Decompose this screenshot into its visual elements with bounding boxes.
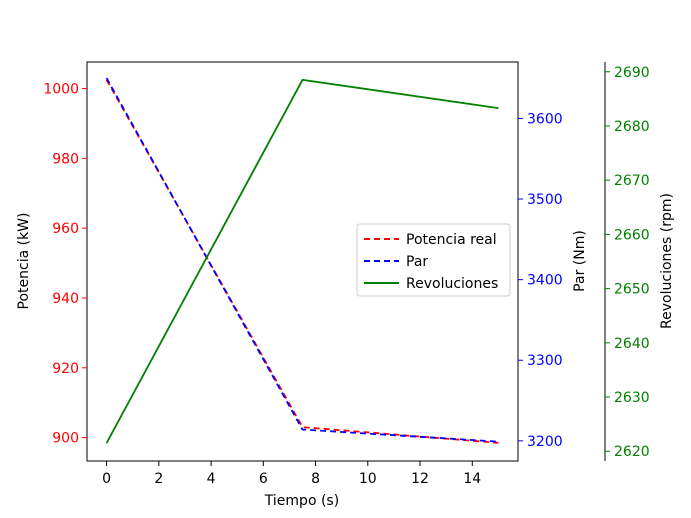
x-tick-label: 6 bbox=[259, 471, 268, 487]
right2-axis-tick-label: 2650 bbox=[614, 282, 650, 298]
x-axis-label: Tiempo (s) bbox=[264, 493, 339, 509]
left-axis-tick-label: 960 bbox=[52, 221, 79, 237]
right1-axis-tick-label: 3600 bbox=[527, 111, 563, 127]
axes-layer: 0 2 4 6 8 10 12 14 900 920 940 960 980 1000 3200 3300 34… bbox=[43, 62, 650, 487]
right1-axis-tick-label: 3200 bbox=[527, 434, 563, 450]
x-tick-label: 8 bbox=[311, 471, 320, 487]
x-tick-label: 14 bbox=[463, 471, 481, 487]
right2-axis-tick-label: 2630 bbox=[614, 390, 650, 406]
x-tick-label: 12 bbox=[411, 471, 429, 487]
left-axis-tick-label: 980 bbox=[52, 151, 79, 167]
left-axis-tick-label: 940 bbox=[52, 291, 79, 307]
right2-axis-tick-label: 2620 bbox=[614, 444, 650, 460]
right2-axis-tick-label: 2680 bbox=[614, 119, 650, 135]
right1-axis-tick-label: 3300 bbox=[527, 353, 563, 369]
left-axis-label: Potencia (kW) bbox=[16, 213, 32, 310]
x-tick-label: 4 bbox=[207, 471, 216, 487]
legend: Potencia real Par Revoluciones bbox=[356, 223, 511, 297]
legend-box bbox=[356, 223, 511, 297]
x-tick-label: 10 bbox=[359, 471, 377, 487]
series-line-revoluciones bbox=[105, 78, 499, 444]
series-line-par bbox=[105, 77, 499, 443]
left-axis-tick-label: 900 bbox=[52, 431, 79, 447]
right2-axis-tick-label: 2660 bbox=[614, 227, 650, 243]
right2-axis-label: Revoluciones (rpm) bbox=[659, 193, 675, 329]
x-tick-label: 2 bbox=[154, 471, 163, 487]
right2-axis-tick-label: 2670 bbox=[614, 173, 650, 189]
right2-axis-tick-label: 2640 bbox=[614, 336, 650, 352]
left-axis-tick-label: 920 bbox=[52, 361, 79, 377]
right1-axis-tick-label: 3400 bbox=[527, 273, 563, 289]
plot-area bbox=[86, 61, 519, 462]
plot-frame bbox=[86, 61, 519, 462]
legend-label-par: Par bbox=[406, 254, 428, 270]
x-tick-label: 0 bbox=[102, 471, 111, 487]
legend-label-potencia: Potencia real bbox=[406, 232, 497, 248]
right2-axis-tick-label: 2690 bbox=[614, 65, 650, 81]
left-axis-tick-label: 1000 bbox=[43, 82, 79, 98]
right1-axis-label: Par (Nm) bbox=[572, 230, 588, 292]
legend-label-revoluciones: Revoluciones bbox=[406, 276, 498, 292]
series-layer bbox=[105, 77, 499, 444]
right1-axis-tick-label: 3500 bbox=[527, 192, 563, 208]
